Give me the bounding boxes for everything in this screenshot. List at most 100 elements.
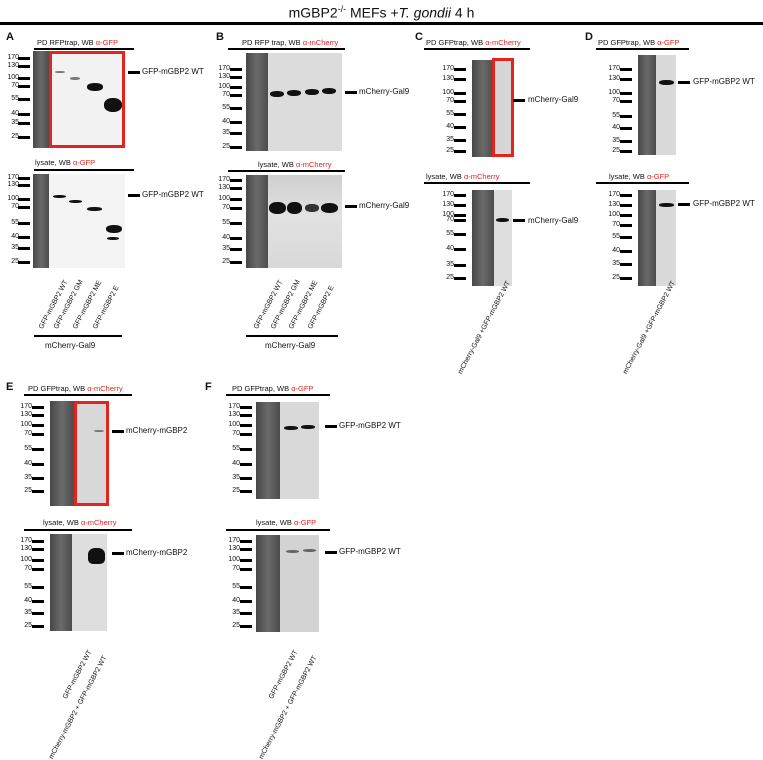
mw-label-b-bottom-130: 130 — [218, 184, 230, 191]
mw-label-f-top-25: 25 — [232, 487, 240, 494]
mw-tick-b-bottom-130 — [230, 187, 242, 190]
mw-label-b-top-25: 25 — [222, 143, 230, 150]
panel-d-bottom-method: lysate, WB — [609, 172, 647, 181]
panel-d-top-marker — [678, 81, 690, 84]
panel-c-top-blot — [494, 60, 512, 157]
mw-tick-c-bottom-55 — [454, 233, 466, 236]
mw-label-f-bottom-35: 35 — [232, 609, 240, 616]
mw-label-f-top-130: 130 — [228, 411, 240, 418]
mw-tick-c-top-55 — [454, 113, 466, 116]
mw-tick-c-bottom-100 — [454, 214, 466, 217]
panel-a-top-band-label: GFP-mGBP2 WT — [142, 67, 204, 76]
mw-tick-d-bottom-40 — [620, 250, 632, 253]
panel-d-top-blot — [656, 55, 676, 155]
panel-d-top-antibody: α-GFP — [657, 38, 680, 47]
panel-b-bottom-band-2 — [287, 202, 302, 214]
mw-label-e-bottom-70: 70 — [24, 565, 32, 572]
mw-tick-a-top-40 — [18, 113, 30, 116]
mw-label-d-top-40: 40 — [612, 124, 620, 131]
panel-f-bottom-band-2 — [303, 549, 316, 552]
panel-f-bottom-ladder — [256, 535, 280, 632]
mw-tick-b-top-130 — [230, 76, 242, 79]
mw-label-c-top-70: 70 — [446, 97, 454, 104]
mw-tick-e-bottom-100 — [32, 559, 44, 562]
panel-c-bottom-band-label: mCherry-Gal9 — [528, 216, 579, 225]
panel-e-top-highlight — [74, 401, 109, 506]
panel-d-top-band-1 — [659, 80, 674, 85]
panel-a-letter: A — [6, 31, 14, 43]
panel-a-bottom-header: lysate, WB α-GFP — [35, 158, 95, 167]
mw-label-c-bottom-35: 35 — [446, 261, 454, 268]
panel-b-bottom-band-3 — [305, 204, 319, 212]
panel-b-bottom-band-1 — [269, 202, 286, 214]
panel-a-bottom-band-4 — [106, 225, 122, 233]
panel-e-bottom-ladder — [50, 534, 72, 631]
mw-tick-a-top-170 — [18, 57, 30, 60]
mw-label-d-bottom-130: 130 — [608, 201, 620, 208]
mw-label-b-top-170: 170 — [218, 65, 230, 72]
panel-e-top-band-label: mCherry-mGBP2 — [126, 426, 188, 435]
mw-label-e-bottom-40: 40 — [24, 597, 32, 604]
panel-a-bottom-ladder — [33, 174, 49, 268]
mw-tick-e-bottom-55 — [32, 586, 44, 589]
mw-label-b-top-100: 100 — [218, 83, 230, 90]
panel-f-top-band-2 — [301, 425, 315, 429]
mw-tick-a-top-25 — [18, 136, 30, 139]
panel-a-top-rule — [34, 48, 134, 50]
panel-e-bottom-method: lysate, WB — [43, 518, 81, 527]
mw-label-a-bottom-130: 130 — [7, 181, 19, 188]
mw-label-e-top-25: 25 — [24, 487, 32, 494]
mw-label-a-bottom-70: 70 — [11, 203, 19, 210]
mw-tick-a-bottom-130 — [18, 184, 30, 187]
mw-tick-c-top-35 — [454, 139, 466, 142]
mw-tick-e-top-40 — [32, 463, 44, 466]
mw-label-c-bottom-130: 130 — [442, 201, 454, 208]
mw-tick-d-top-170 — [620, 68, 632, 71]
mw-tick-a-bottom-100 — [18, 198, 30, 201]
panel-a-top-band-3 — [87, 83, 103, 91]
panel-a-top-method: PD RFPtrap, WB — [37, 38, 96, 47]
panel-f-bottom-method: lysate, WB — [256, 518, 294, 527]
mw-tick-f-top-170 — [240, 406, 252, 409]
mw-tick-a-bottom-70 — [18, 206, 30, 209]
panel-a-bottom-band-1 — [53, 195, 66, 198]
panel-e-top-marker — [112, 430, 124, 433]
mw-tick-f-top-55 — [240, 448, 252, 451]
title-gene: mGBP2 — [288, 4, 338, 21]
mw-tick-f-bottom-40 — [240, 600, 252, 603]
panel-a-top-header: PD RFPtrap, WB α-GFP — [37, 38, 118, 47]
panel-a-bottom-band-label: GFP-mGBP2 WT — [142, 190, 204, 199]
panel-e-bottom-band-1 — [88, 548, 105, 564]
mw-label-d-top-35: 35 — [612, 137, 620, 144]
mw-label-c-top-55: 55 — [446, 110, 454, 117]
mw-tick-b-bottom-40 — [230, 237, 242, 240]
mw-label-f-bottom-55: 55 — [232, 583, 240, 590]
panel-d-top-ladder — [638, 55, 656, 155]
panel-a-bottom-method: lysate, WB — [35, 158, 73, 167]
panel-f-top-blot — [280, 402, 319, 499]
panel-e-bottom-band-label: mCherry-mGBP2 — [126, 548, 188, 557]
mw-label-a-bottom-25: 25 — [11, 258, 19, 265]
panel-f-top-method: PD GFPtrap, WB — [232, 384, 292, 393]
panel-b-bottom-marker — [345, 205, 357, 208]
mw-tick-e-top-170 — [32, 406, 44, 409]
mw-label-d-bottom-55: 55 — [612, 233, 620, 240]
mw-tick-b-bottom-35 — [230, 248, 242, 251]
mw-label-e-bottom-130: 130 — [20, 545, 32, 552]
panel-f-top-band-label: GFP-mGBP2 WT — [339, 421, 401, 430]
panel-c-bottom-ladder — [472, 190, 494, 286]
panel-b-top-header: PD RFP trap, WB α-mCherry — [242, 38, 338, 47]
panel-e-top-antibody: α-mCherry — [87, 384, 123, 393]
mw-tick-c-bottom-40 — [454, 248, 466, 251]
mw-tick-b-top-40 — [230, 121, 242, 124]
mw-tick-f-top-130 — [240, 414, 252, 417]
mw-label-a-top-100: 100 — [7, 74, 19, 81]
mw-label-c-bottom-40: 40 — [446, 245, 454, 252]
panel-a-top-antibody: α-GFP — [95, 38, 119, 47]
mw-label-c-top-130: 130 — [442, 75, 454, 82]
mw-tick-f-top-35 — [240, 477, 252, 480]
mw-label-d-bottom-40: 40 — [612, 247, 620, 254]
mw-tick-e-top-130 — [32, 414, 44, 417]
panel-b-top-band-1 — [270, 91, 284, 97]
mw-tick-d-top-70 — [620, 100, 632, 103]
